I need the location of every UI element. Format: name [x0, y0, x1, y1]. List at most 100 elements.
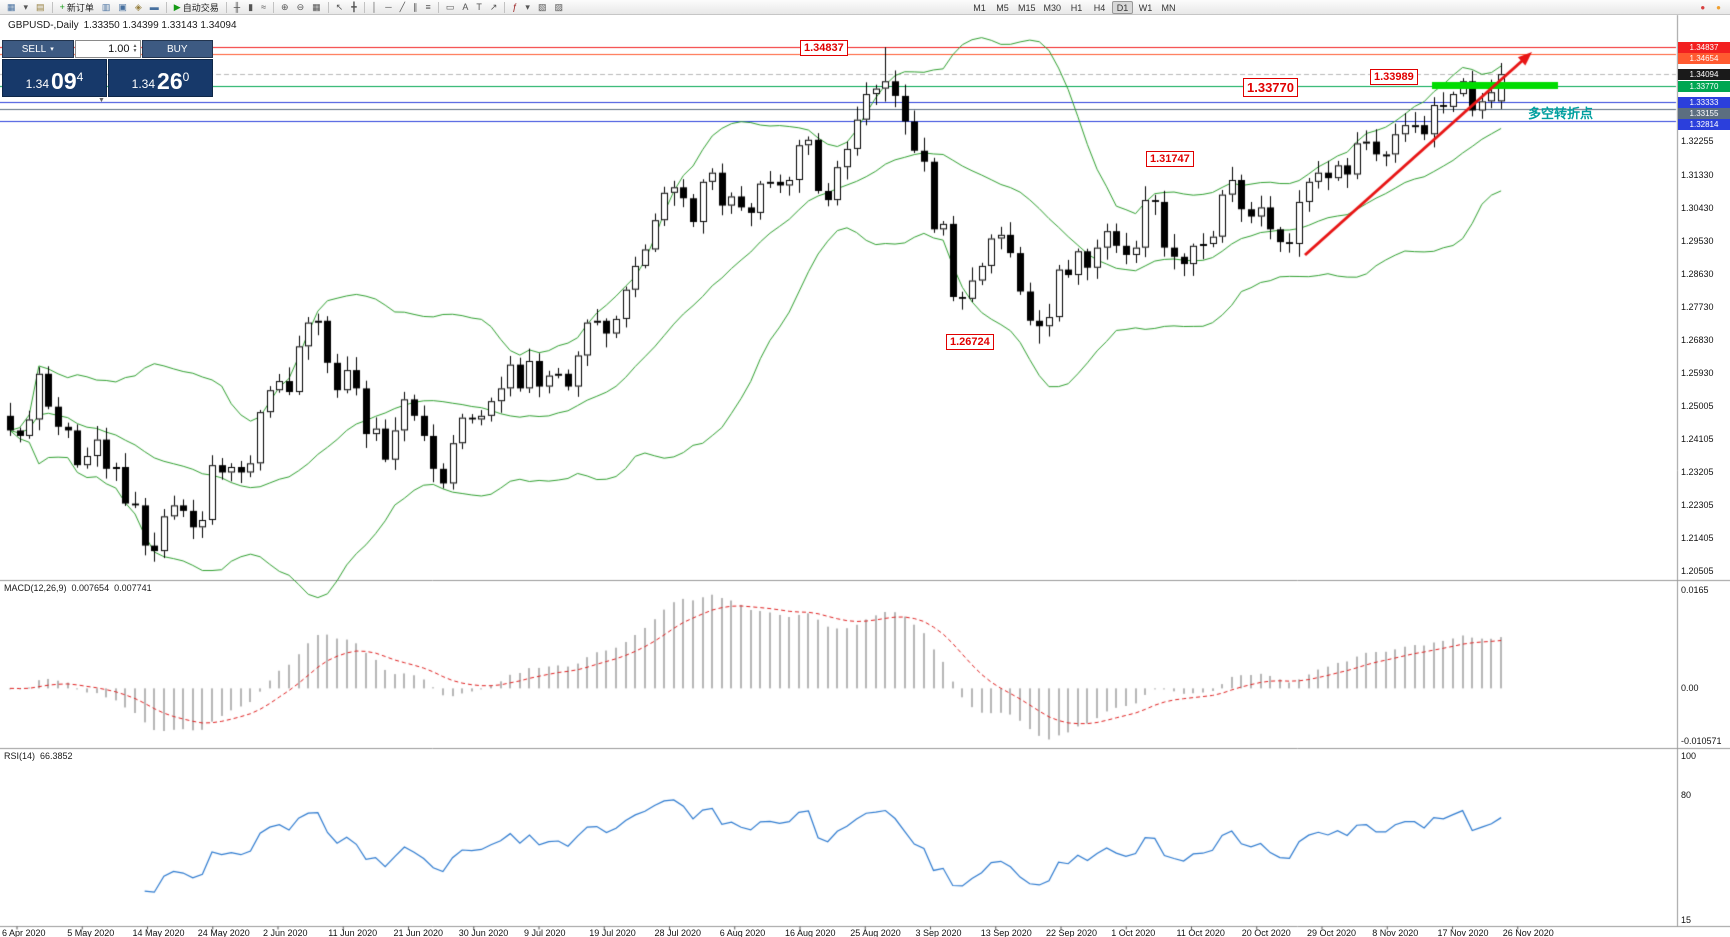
- text-button[interactable]: A: [459, 1, 471, 14]
- toolbar-separator: [437, 1, 439, 13]
- sell-price-main: 09: [51, 68, 77, 94]
- price-level-badge: 1.33333: [1678, 96, 1730, 108]
- crosshair-button[interactable]: ╋: [348, 1, 359, 14]
- new-chart-button[interactable]: ▦: [4, 1, 19, 14]
- symbol-period-label: GBPUSD-,Daily: [8, 20, 79, 31]
- turning-point-annotation[interactable]: 多空转折点: [1528, 106, 1594, 121]
- fibonacci-button[interactable]: ≡: [423, 1, 434, 14]
- indicators-button[interactable]: ƒ: [509, 1, 520, 14]
- timeframe-button-m1[interactable]: M1: [973, 2, 986, 13]
- price-callout[interactable]: 1.31747: [1146, 151, 1194, 167]
- chart-title: GBPUSD-,Daily 1.33350 1.34399 1.33143 1.3…: [8, 20, 242, 31]
- zoom-in-button[interactable]: ⊕: [278, 1, 292, 14]
- buy-price-main: 26: [157, 68, 183, 94]
- indicator-dropdown-icon: ▾: [525, 1, 530, 12]
- price-level-badge: 1.33155: [1678, 107, 1730, 119]
- shapes-button[interactable]: ▭: [443, 1, 458, 14]
- price-level-badge: 1.34094: [1678, 68, 1730, 80]
- price-callout[interactable]: 1.26724: [946, 334, 994, 350]
- cursor-button[interactable]: ↖: [333, 1, 347, 14]
- timeframe-button-m30[interactable]: M30: [1043, 2, 1062, 13]
- price-axis-label: 1.20505: [1681, 566, 1714, 576]
- candlestick-chart-button[interactable]: ▮: [245, 1, 256, 14]
- time-axis-label: 20 Oct 2020: [1241, 928, 1291, 937]
- timeframe-button-m5[interactable]: M5: [996, 2, 1009, 13]
- sell-price-button[interactable]: 1.34 09 4: [2, 59, 107, 97]
- trendline-button[interactable]: ╱: [397, 1, 408, 14]
- price-level-badge: 1.34654: [1678, 52, 1730, 64]
- indicator-dropdown-button[interactable]: ▾: [522, 1, 533, 14]
- vertical-line-button[interactable]: │: [369, 1, 381, 14]
- time-axis-label: 25 Aug 2020: [850, 928, 901, 937]
- community-button[interactable]: ●: [1697, 1, 1708, 14]
- time-axis-label: 3 Sep 2020: [915, 928, 962, 937]
- live-update-icon: ●: [1716, 3, 1721, 12]
- toolbar-separator: [165, 1, 167, 13]
- candlestick-chart-icon: ▮: [248, 1, 254, 12]
- sell-price-sup: 4: [76, 70, 84, 84]
- time-axis-label: 28 Jul 2020: [654, 928, 702, 937]
- zoom-out-button[interactable]: ⊖: [294, 1, 308, 14]
- rsi-axis-label: 80: [1681, 789, 1692, 800]
- timeframe-button-m15[interactable]: M15: [1018, 2, 1036, 13]
- price-axis-label: 1.30430: [1681, 203, 1714, 214]
- arrows-button[interactable]: ↗: [487, 1, 501, 14]
- rsi-indicator-label: RSI(14) 66.3852: [4, 751, 78, 761]
- tile-windows-button[interactable]: ▦: [309, 1, 324, 14]
- autotrading-button-label: 自动交易: [182, 2, 219, 13]
- chart-dropdown-icon: ▾: [23, 1, 29, 12]
- crosshair-icon: ╋: [351, 1, 357, 12]
- profiles-button[interactable]: ▤: [33, 1, 48, 14]
- templates-icon: ▨: [554, 1, 563, 12]
- navigator-button[interactable]: ◈: [132, 1, 145, 14]
- market-watch-button[interactable]: ▥: [99, 1, 114, 14]
- autotrading-button[interactable]: ▶ 自动交易: [171, 1, 222, 14]
- periods-dropdown-button[interactable]: ▧: [535, 1, 550, 14]
- equidistant-channel-button[interactable]: ∥: [410, 1, 421, 14]
- label-button[interactable]: T: [473, 1, 485, 14]
- live-update-button[interactable]: ●: [1713, 1, 1724, 14]
- new-order-icon: +: [59, 1, 65, 12]
- buy-button-label: BUY: [166, 43, 188, 55]
- time-axis-label: 29 Oct 2020: [1307, 928, 1357, 937]
- templates-button[interactable]: ▨: [551, 1, 566, 14]
- bar-chart-button[interactable]: ╫: [231, 1, 243, 14]
- chart-dropdown-button[interactable]: ▾: [21, 1, 32, 14]
- main-toolbar: ▦ ▾ ▤ + 新订单 ▥ ▣ ◈ ▬ ▶ 自动交易 ╫ ▮ ≈ ⊕ ⊖ ▦ ↖ ╋ │ ─ ╱ ∥ ≡ ▭ A T ↗ ƒ ▾ ▧ ▨: [0, 0, 1730, 15]
- timeframe-button-h4[interactable]: H4: [1093, 2, 1106, 13]
- buy-button[interactable]: BUY: [141, 40, 213, 58]
- horizontal-line-button[interactable]: ─: [382, 1, 394, 14]
- volume-input[interactable]: 1.00 ▲ ▼: [74, 40, 141, 58]
- toolbar-separator: [51, 1, 53, 13]
- sell-dropdown-icon: ▾: [50, 46, 54, 53]
- timeframe-button-mn[interactable]: MN: [1161, 2, 1176, 13]
- time-axis-label: 5 May 2020: [67, 928, 115, 937]
- sell-button[interactable]: SELL ▾: [2, 40, 74, 58]
- rsi-value: 66.3852: [40, 751, 73, 761]
- market-watch-icon: ▥: [101, 1, 111, 12]
- price-callout[interactable]: 1.34837: [800, 40, 848, 56]
- time-axis-label: 22 Sep 2020: [1046, 928, 1098, 937]
- trendline-icon: ╱: [399, 1, 406, 12]
- timeframe-button-h1[interactable]: H1: [1070, 2, 1083, 13]
- time-axis-label: 13 Sep 2020: [980, 928, 1032, 937]
- volume-spinner-icon[interactable]: ▲ ▼: [132, 43, 138, 54]
- price-callout[interactable]: 1.33989: [1370, 69, 1418, 85]
- timeframe-button-d1[interactable]: D1: [1112, 1, 1134, 14]
- macd-indicator-label: MACD(12,26,9) 0.007654 0.007741: [4, 583, 157, 593]
- timeframe-button-w1[interactable]: W1: [1138, 2, 1153, 13]
- one-click-collapse-icon[interactable]: ▼: [98, 97, 105, 104]
- terminal-button[interactable]: ▬: [147, 1, 162, 14]
- text-icon: A: [462, 1, 469, 12]
- price-callout[interactable]: 1.33770: [1243, 78, 1298, 97]
- new-order-button[interactable]: + 新订单: [57, 1, 97, 14]
- data-window-button[interactable]: ▣: [115, 1, 130, 14]
- price-level-badge: 1.34837: [1678, 41, 1730, 53]
- new-order-button-label: 新订单: [66, 2, 94, 13]
- buy-price-button[interactable]: 1.34 26 0: [108, 59, 213, 97]
- rsi-axis-label: 100: [1681, 751, 1697, 761]
- line-chart-button[interactable]: ≈: [258, 1, 269, 14]
- time-axis-label: 11 Oct 2020: [1176, 928, 1225, 937]
